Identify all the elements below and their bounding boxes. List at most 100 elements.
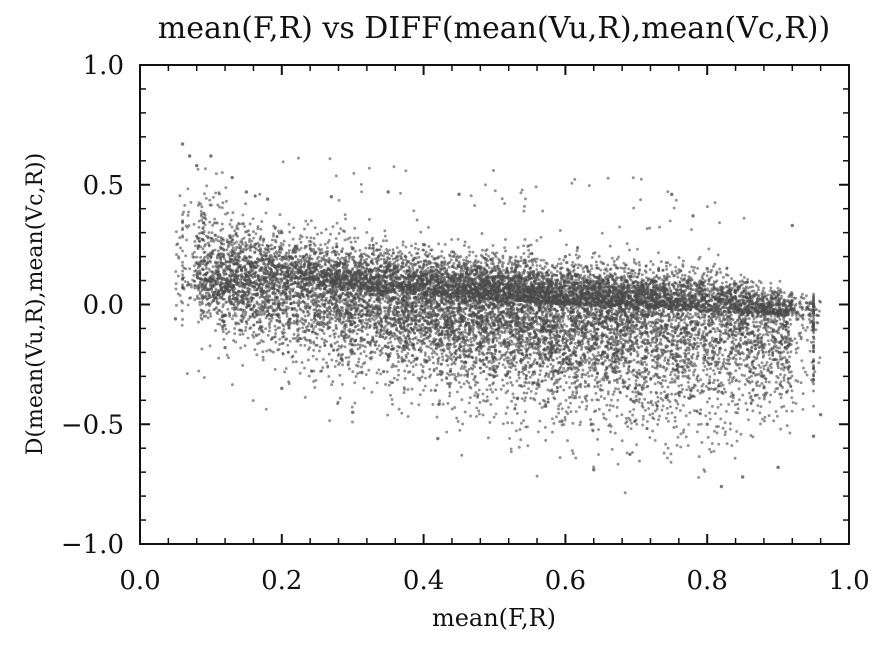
scatter-point xyxy=(482,369,485,373)
scatter-point xyxy=(208,344,212,348)
scatter-point xyxy=(574,253,578,257)
scatter-point xyxy=(664,368,668,372)
scatter-point xyxy=(382,332,386,336)
scatter-point xyxy=(443,242,447,246)
scatter-point xyxy=(693,368,697,372)
scatter-point xyxy=(795,341,799,345)
scatter-point xyxy=(597,254,601,258)
scatter-point xyxy=(599,384,603,387)
scatter-point xyxy=(703,319,706,323)
scatter-point xyxy=(512,396,516,399)
scatter-point xyxy=(353,381,357,385)
scatter-point xyxy=(302,310,306,314)
scatter-point xyxy=(649,324,653,328)
scatter-point xyxy=(649,344,653,348)
scatter-point xyxy=(449,353,453,357)
scatter-point xyxy=(231,211,235,215)
scatter-point xyxy=(459,367,463,370)
scatter-point xyxy=(541,209,545,213)
scatter-point xyxy=(701,277,705,281)
scatter-point xyxy=(635,334,639,338)
scatter-point xyxy=(244,241,248,245)
scatter-point xyxy=(812,404,815,408)
scatter-point xyxy=(721,426,725,430)
scatter-point xyxy=(492,360,496,364)
scatter-point xyxy=(415,341,419,345)
scatter-point xyxy=(307,348,310,351)
scatter-point xyxy=(670,411,674,415)
scatter-point xyxy=(514,429,518,433)
scatter-point xyxy=(634,394,638,398)
scatter-point xyxy=(632,373,636,377)
scatter-point xyxy=(225,332,229,336)
scatter-point xyxy=(410,244,413,248)
scatter-point xyxy=(322,254,326,258)
scatter-point xyxy=(424,376,427,380)
scatter-point xyxy=(400,356,404,360)
scatter-point xyxy=(552,421,556,425)
scatter-point xyxy=(767,342,771,346)
scatter-point xyxy=(264,407,268,411)
scatter-point xyxy=(578,395,581,399)
scatter-point xyxy=(255,320,259,324)
scatter-point xyxy=(530,373,534,377)
scatter-point xyxy=(727,402,731,406)
scatter-point xyxy=(230,317,234,321)
scatter-point xyxy=(310,318,314,322)
scatter-point xyxy=(200,347,204,351)
scatter-point xyxy=(379,301,382,305)
scatter-point xyxy=(659,260,663,264)
scatter-point xyxy=(203,255,207,259)
scatter-point xyxy=(669,405,672,409)
scatter-point xyxy=(330,383,334,387)
scatter-point xyxy=(396,263,400,267)
scatter-point xyxy=(318,345,322,349)
scatter-point xyxy=(532,397,536,400)
scatter-point xyxy=(332,313,335,317)
scatter-point xyxy=(346,263,350,267)
scatter-point xyxy=(629,421,633,425)
scatter-point xyxy=(499,344,503,348)
scatter-point xyxy=(640,273,644,277)
scatter-point xyxy=(395,349,399,353)
scatter-point xyxy=(673,274,677,277)
scatter-point xyxy=(252,330,256,334)
scatter-point xyxy=(281,304,285,308)
scatter-point xyxy=(427,245,431,248)
scatter-point xyxy=(730,444,734,448)
scatter-point xyxy=(386,341,390,345)
scatter-point xyxy=(670,370,673,374)
scatter-point xyxy=(687,422,691,426)
scatter-point xyxy=(474,334,478,338)
scatter-point xyxy=(666,190,670,194)
scatter-point xyxy=(696,266,700,270)
scatter-point xyxy=(207,244,211,248)
scatter-point xyxy=(687,351,691,355)
scatter-point xyxy=(218,317,222,321)
scatter-point xyxy=(643,408,647,412)
scatter-point xyxy=(606,263,610,267)
scatter-point xyxy=(257,332,261,336)
scatter-point xyxy=(329,232,333,236)
scatter-point xyxy=(185,372,189,376)
scatter-point xyxy=(534,185,538,189)
scatter-point xyxy=(649,390,653,394)
scatter-point xyxy=(648,268,652,272)
scatter-point xyxy=(466,317,470,321)
scatter-point xyxy=(323,343,327,347)
scatter-point xyxy=(176,242,180,246)
scatter-point xyxy=(174,282,178,286)
scatter-point xyxy=(315,336,319,340)
scatter-point xyxy=(400,411,404,415)
scatter-point xyxy=(492,169,495,172)
scatter-point xyxy=(639,177,643,181)
scatter-point xyxy=(526,360,530,364)
scatter-point xyxy=(566,314,570,318)
scatter-point xyxy=(351,420,354,424)
scatter-point xyxy=(672,426,676,429)
scatter-point xyxy=(538,373,542,377)
scatter-point xyxy=(707,314,711,318)
scatter-point xyxy=(632,206,636,210)
scatter-point xyxy=(477,352,481,356)
